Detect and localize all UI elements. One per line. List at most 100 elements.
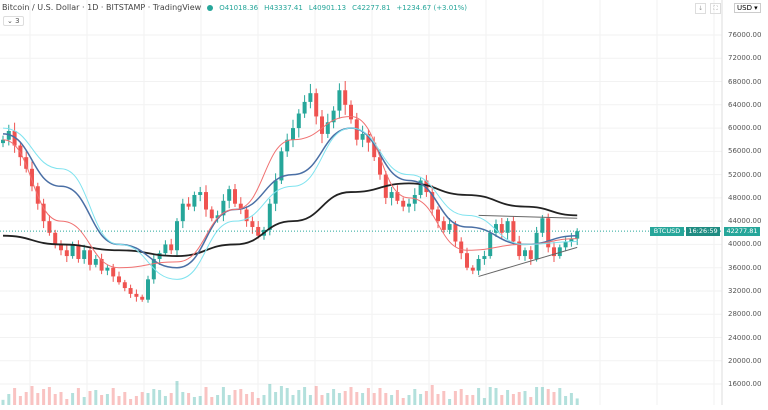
volume-bar	[146, 393, 150, 405]
volume-bar	[529, 397, 533, 405]
y-tick-label: 48000.00	[728, 193, 762, 202]
candle-body	[372, 142, 377, 158]
candle-body	[59, 244, 63, 251]
volume-bar	[175, 381, 179, 405]
volume-bar	[471, 395, 475, 405]
candle-body	[505, 221, 510, 233]
candle-body	[325, 122, 330, 134]
volume-bar	[163, 396, 167, 405]
volume-bar	[47, 387, 51, 405]
volume-bar	[564, 396, 568, 405]
volume-bar	[71, 393, 75, 405]
candle-body	[528, 250, 533, 259]
volume-bar	[314, 386, 318, 405]
volume-bar	[506, 390, 510, 405]
candle-body	[459, 241, 464, 254]
candle-body	[30, 168, 34, 187]
volume-bar	[569, 393, 573, 405]
trendline	[478, 214, 578, 219]
volume-bar	[13, 388, 17, 405]
last-price-tag: 42277.81	[724, 227, 760, 236]
volume-bar	[53, 394, 57, 405]
volume-bar	[453, 391, 457, 405]
volume-bar	[378, 388, 382, 405]
volume-bar	[227, 395, 231, 405]
candle-body	[88, 250, 92, 265]
volume-bar	[100, 395, 104, 405]
candle-body	[146, 279, 150, 300]
ohlc-high: H43337.41	[264, 3, 303, 12]
candle-body	[64, 250, 69, 257]
candle-body	[198, 192, 203, 195]
volume-bar	[430, 385, 434, 405]
volume-bar	[291, 395, 295, 405]
ohlc-change: +1234.67 (+3.01%)	[396, 3, 468, 12]
last-price: 42277.81	[726, 227, 758, 235]
symbol-title: Bitcoin / U.S. Dollar · 1D · BITSTAMP · …	[2, 3, 202, 12]
fullscreen-icon[interactable]: ⛶	[710, 3, 721, 14]
candle-body	[470, 267, 475, 271]
volume-bar	[552, 392, 556, 405]
volume-bar	[262, 395, 266, 405]
candle-body	[267, 203, 272, 230]
volume-bar	[320, 395, 324, 405]
volume-bar	[535, 387, 539, 405]
currency-select[interactable]: USD ▾	[734, 3, 761, 13]
candle-body	[436, 209, 440, 222]
ma-line-ma50	[2, 127, 578, 269]
y-tick-label: 72000.00	[728, 54, 762, 63]
volume-bar	[413, 389, 417, 405]
candle-body	[250, 221, 255, 227]
ohlc-open: O41018.36	[219, 3, 259, 12]
volume-bar	[459, 389, 463, 405]
candle-body	[447, 224, 452, 230]
volume-bar	[82, 397, 86, 405]
download-icon[interactable]: ↓	[695, 3, 706, 14]
y-tick-label: 44000.00	[728, 217, 762, 226]
candle-body	[523, 250, 527, 257]
volume-bar	[245, 394, 249, 405]
candle-body	[424, 180, 429, 193]
candle-body	[534, 232, 539, 259]
candle-body	[117, 276, 121, 283]
chart-header: Bitcoin / U.S. Dollar · 1D · BITSTAMP · …	[2, 3, 467, 12]
candle-body	[53, 232, 58, 245]
candle-body	[540, 218, 545, 233]
candle-body	[320, 116, 324, 134]
candle-body	[360, 133, 365, 140]
volume-bar	[401, 398, 405, 405]
ohlc-low: L40901.13	[308, 3, 347, 12]
candle-body	[221, 200, 226, 216]
volume-bar	[268, 384, 272, 405]
volume-bar	[279, 386, 283, 405]
volume-bar	[482, 398, 486, 405]
indicators-toggle[interactable]: ⌄ 3	[3, 16, 24, 26]
symbol-tag: BTCUSD	[650, 227, 684, 236]
candle-body	[546, 218, 551, 248]
ohlc-close: C42277.81	[352, 3, 391, 12]
volume-bar	[349, 387, 353, 405]
market-status-icon	[207, 4, 214, 11]
volume-bar	[442, 391, 446, 405]
candle-body	[128, 288, 133, 294]
volume-bar	[111, 388, 115, 405]
candle-body	[296, 113, 301, 129]
volume-bar	[390, 395, 394, 405]
candle-body	[24, 157, 29, 169]
volume-bar	[129, 399, 133, 405]
candle-body	[70, 244, 75, 257]
candle-body	[569, 238, 574, 242]
volume-bar	[239, 389, 243, 405]
candle-body	[378, 157, 382, 175]
candle-body	[209, 209, 214, 219]
candle-body	[238, 203, 243, 210]
candle-body	[93, 258, 98, 265]
volume-bar	[105, 394, 109, 405]
volume-bar	[366, 388, 370, 405]
volume-bar	[407, 395, 411, 405]
y-tick-label: 76000.00	[728, 31, 762, 39]
volume-bar	[274, 392, 278, 405]
candle-body	[499, 224, 504, 233]
volume-bar	[18, 396, 22, 405]
